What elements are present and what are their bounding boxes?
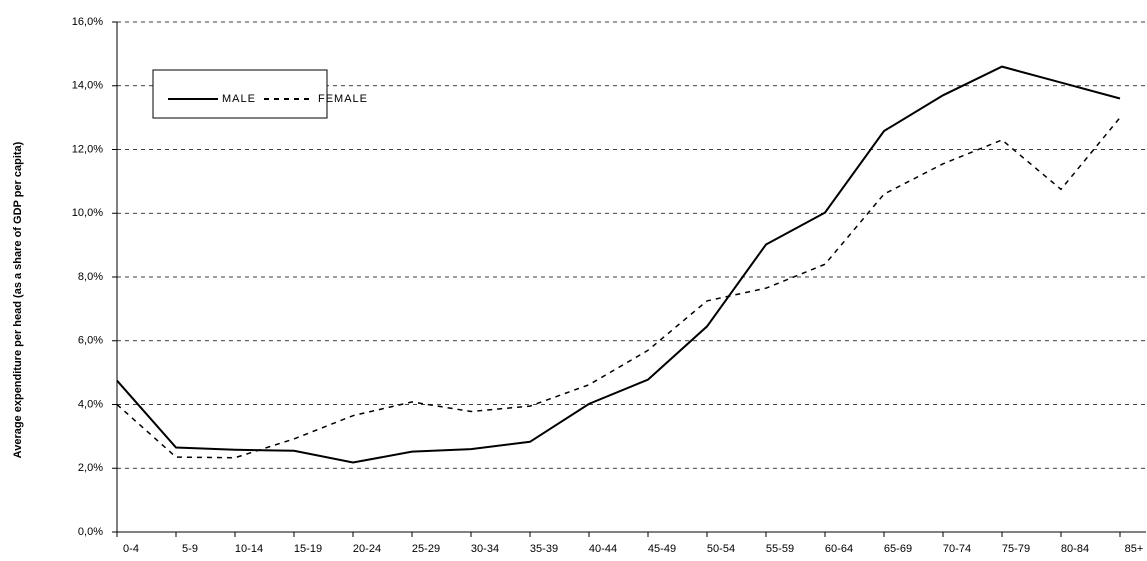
x-tick-label: 85+ <box>1125 543 1144 555</box>
x-tick-label: 60-64 <box>825 543 853 555</box>
y-tick-label: 12,0% <box>72 143 103 155</box>
line <box>116 65 1121 464</box>
x-tick-label: 45-49 <box>648 543 676 555</box>
y-tick-label: 14,0% <box>72 80 103 92</box>
x-tick-label: 20-24 <box>353 543 381 555</box>
x-tick-label: 80-84 <box>1061 543 1089 555</box>
y-tick-label: 2,0% <box>78 462 103 474</box>
line <box>116 117 1121 459</box>
legend-label: FEMALE <box>318 93 368 105</box>
y-tick-label: 8,0% <box>78 271 103 283</box>
x-tick-label: 35-39 <box>530 543 558 555</box>
y-tick-label: 10,0% <box>72 207 103 219</box>
x-tick-label: 10-14 <box>235 543 263 555</box>
y-tick-label: 0,0% <box>78 526 103 538</box>
x-tick-label: 0-4 <box>123 543 139 555</box>
y-tick-label: 16,0% <box>72 16 103 28</box>
x-tick-label: 50-54 <box>707 543 735 555</box>
x-tick-label: 25-29 <box>412 543 440 555</box>
legend-label: MALE <box>222 93 256 105</box>
x-tick-label: 70-74 <box>943 543 971 555</box>
x-tick-label: 5-9 <box>182 543 198 555</box>
x-tick-label: 75-79 <box>1002 543 1030 555</box>
x-tick-label: 40-44 <box>589 543 617 555</box>
y-tick-label: 4,0% <box>78 398 103 410</box>
y-axis-label: Average expenditure per head (as a share… <box>12 141 24 458</box>
x-tick-label: 15-19 <box>294 543 322 555</box>
x-tick-label: 30-34 <box>471 543 499 555</box>
x-tick-label: 65-69 <box>884 543 912 555</box>
y-tick-label: 6,0% <box>78 335 103 347</box>
x-tick-label: 55-59 <box>766 543 794 555</box>
legend-box <box>152 69 328 119</box>
